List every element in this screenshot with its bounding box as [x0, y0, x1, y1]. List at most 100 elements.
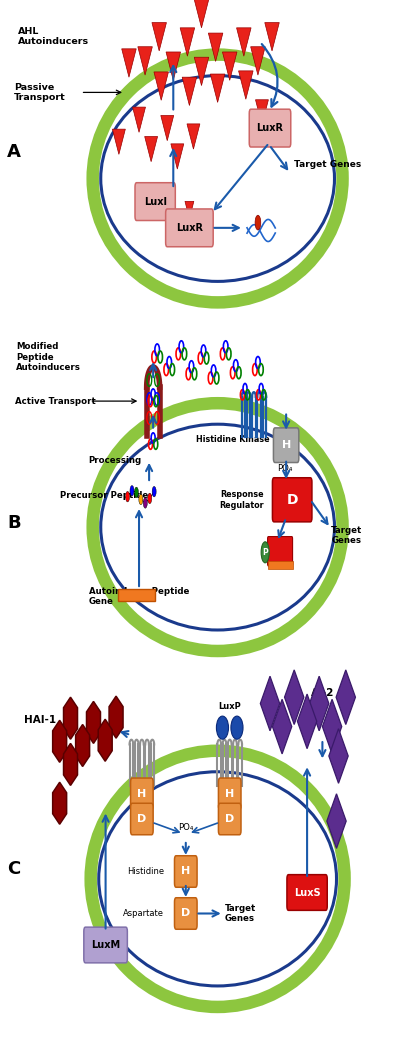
- Text: LuxI: LuxI: [143, 196, 167, 207]
- FancyArrowPatch shape: [198, 910, 218, 917]
- FancyArrowPatch shape: [146, 465, 152, 480]
- FancyBboxPatch shape: [166, 209, 213, 247]
- Text: H: H: [137, 789, 146, 799]
- Text: Target
Genes: Target Genes: [331, 526, 363, 545]
- Polygon shape: [64, 743, 77, 785]
- FancyArrowPatch shape: [150, 364, 156, 377]
- Text: Histidine: Histidine: [127, 867, 164, 876]
- Circle shape: [147, 494, 152, 504]
- FancyArrowPatch shape: [319, 742, 326, 756]
- Polygon shape: [237, 28, 251, 56]
- Text: Histidine Kinase: Histidine Kinase: [195, 436, 269, 444]
- Polygon shape: [64, 697, 77, 739]
- FancyArrowPatch shape: [102, 816, 109, 928]
- Polygon shape: [256, 100, 268, 125]
- Polygon shape: [138, 47, 152, 76]
- Text: C: C: [7, 860, 21, 879]
- Polygon shape: [180, 28, 195, 56]
- Polygon shape: [154, 71, 168, 100]
- Ellipse shape: [93, 55, 343, 302]
- Text: LuxM: LuxM: [91, 940, 120, 950]
- Text: D: D: [287, 492, 298, 507]
- Text: Passive
Transport: Passive Transport: [14, 83, 66, 102]
- Ellipse shape: [216, 716, 229, 739]
- FancyArrowPatch shape: [278, 520, 285, 537]
- FancyArrowPatch shape: [262, 44, 278, 106]
- Text: LuxP: LuxP: [218, 701, 241, 711]
- Polygon shape: [152, 23, 166, 50]
- FancyBboxPatch shape: [84, 927, 127, 963]
- FancyArrowPatch shape: [183, 843, 189, 853]
- FancyBboxPatch shape: [118, 589, 155, 601]
- Polygon shape: [329, 729, 348, 783]
- Text: AHL
Autoinducers: AHL Autoinducers: [18, 27, 89, 46]
- Text: HAI-1: HAI-1: [24, 715, 56, 726]
- Text: LuxS: LuxS: [294, 887, 320, 898]
- Circle shape: [152, 486, 156, 497]
- FancyBboxPatch shape: [174, 898, 197, 929]
- Polygon shape: [145, 136, 158, 162]
- Circle shape: [134, 487, 138, 498]
- Polygon shape: [87, 701, 100, 743]
- Text: PO₄: PO₄: [277, 464, 292, 473]
- Ellipse shape: [231, 716, 243, 739]
- Circle shape: [143, 498, 147, 508]
- Text: Autoinducer Peptide
Gene: Autoinducer Peptide Gene: [89, 587, 189, 606]
- Polygon shape: [53, 720, 66, 762]
- Polygon shape: [251, 47, 265, 76]
- Circle shape: [126, 491, 129, 502]
- Polygon shape: [171, 144, 184, 169]
- Text: Target Genes: Target Genes: [294, 161, 361, 169]
- Text: D: D: [137, 814, 146, 824]
- FancyArrowPatch shape: [170, 66, 177, 109]
- Polygon shape: [182, 78, 197, 105]
- Text: P: P: [262, 548, 268, 556]
- Text: Precursor Peptide: Precursor Peptide: [60, 491, 148, 500]
- Polygon shape: [310, 676, 329, 731]
- FancyBboxPatch shape: [287, 875, 327, 910]
- FancyBboxPatch shape: [218, 778, 241, 810]
- FancyArrowPatch shape: [312, 502, 328, 524]
- Polygon shape: [322, 699, 342, 754]
- FancyBboxPatch shape: [131, 803, 153, 835]
- Polygon shape: [122, 49, 136, 78]
- Polygon shape: [112, 129, 125, 154]
- Polygon shape: [222, 51, 237, 80]
- Circle shape: [130, 485, 134, 496]
- Polygon shape: [161, 116, 174, 141]
- Polygon shape: [297, 694, 317, 749]
- Text: H: H: [225, 789, 234, 799]
- FancyArrowPatch shape: [271, 147, 287, 169]
- Circle shape: [261, 542, 269, 563]
- FancyArrowPatch shape: [136, 511, 142, 586]
- FancyArrowPatch shape: [122, 731, 129, 737]
- Polygon shape: [265, 23, 279, 50]
- FancyArrowPatch shape: [304, 770, 310, 876]
- FancyArrowPatch shape: [183, 886, 189, 895]
- Polygon shape: [53, 782, 66, 824]
- Text: Processing: Processing: [89, 457, 142, 465]
- FancyArrowPatch shape: [215, 145, 268, 209]
- Polygon shape: [194, 0, 209, 27]
- Polygon shape: [336, 670, 355, 724]
- Text: PO₄: PO₄: [178, 823, 193, 832]
- Text: A: A: [7, 143, 21, 162]
- Polygon shape: [187, 124, 200, 149]
- Polygon shape: [208, 34, 223, 61]
- Polygon shape: [133, 107, 145, 132]
- Polygon shape: [272, 699, 292, 754]
- FancyArrowPatch shape: [283, 462, 289, 477]
- FancyBboxPatch shape: [131, 778, 153, 810]
- Polygon shape: [260, 676, 280, 731]
- FancyArrowPatch shape: [214, 225, 239, 231]
- FancyBboxPatch shape: [272, 478, 312, 522]
- FancyArrowPatch shape: [83, 90, 121, 94]
- Text: D: D: [225, 814, 234, 824]
- FancyArrowPatch shape: [283, 415, 289, 427]
- Polygon shape: [185, 202, 194, 218]
- Text: H: H: [282, 440, 291, 450]
- FancyBboxPatch shape: [218, 803, 241, 835]
- Polygon shape: [194, 57, 209, 85]
- Polygon shape: [98, 719, 112, 761]
- Ellipse shape: [93, 403, 343, 651]
